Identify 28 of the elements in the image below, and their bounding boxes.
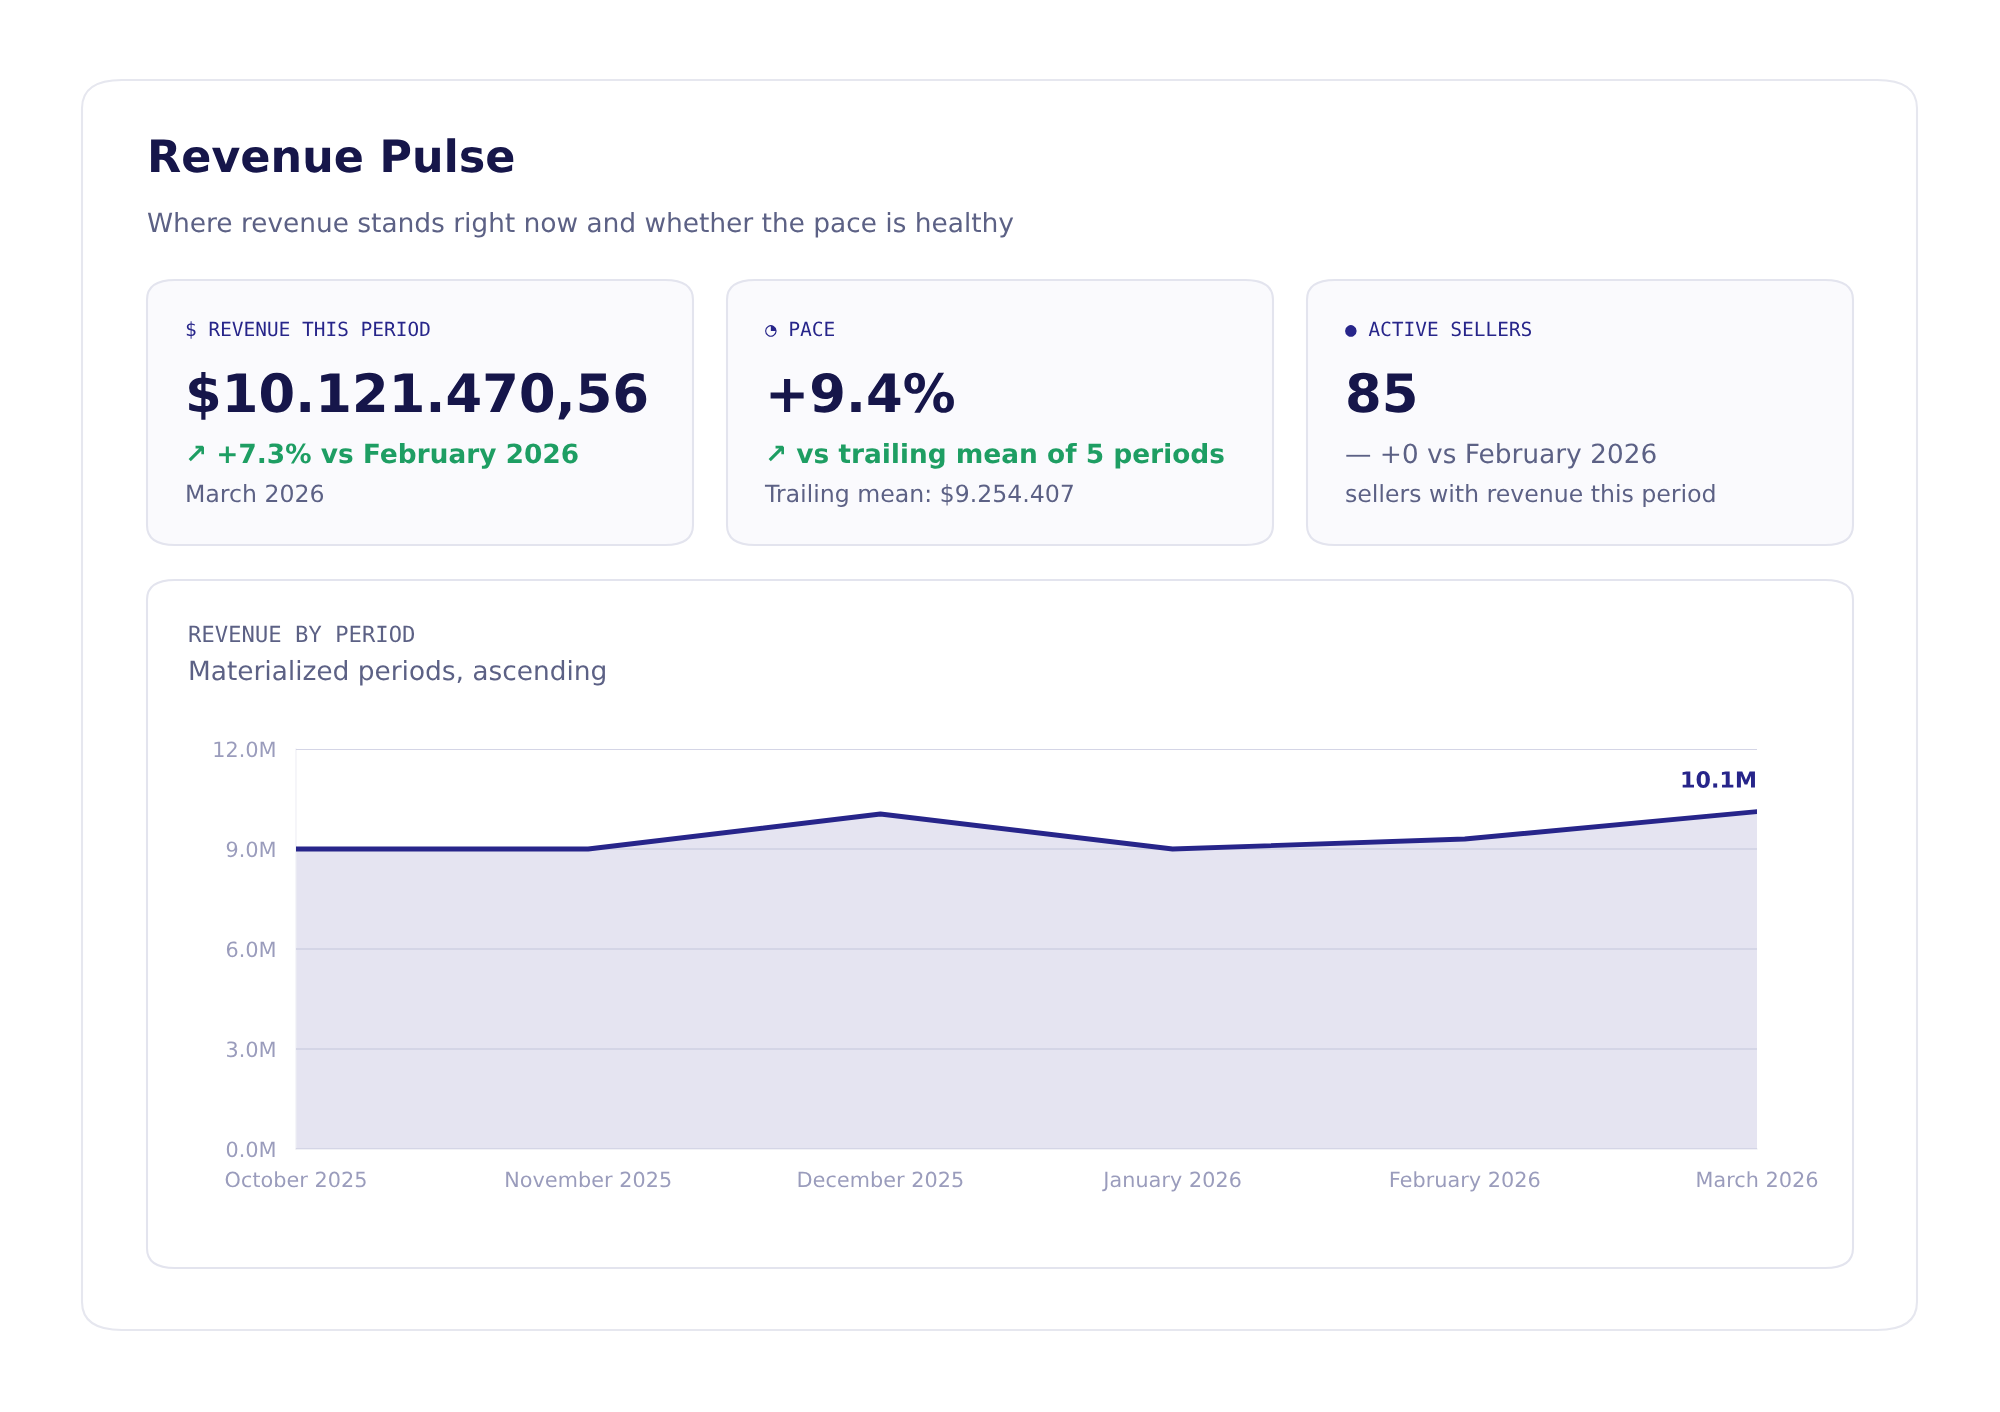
x-tick-label: October 2025 [225, 1171, 366, 1188]
x-tick-label: January 2026 [1102, 1171, 1241, 1192]
x-tick-label: February 2026 [1390, 1171, 1540, 1192]
text: ↗ vs trailing mean of 5 periods [768, 442, 1224, 469]
text: +9.4% [770, 372, 954, 413]
data-label: 10.1M [1682, 771, 1755, 788]
y-tick-label: 12.0M [214, 741, 275, 758]
text: — +0 vs February 2026 [1346, 442, 1656, 469]
text: $10.121.470,56 [189, 371, 647, 420]
text: Trailing mean: $9.254.407 [764, 484, 1073, 507]
chart-title: REVENUE BY PERIOD [189, 625, 415, 643]
text: ◔ PACE [765, 321, 834, 337]
text: ↗ +7.3% vs February 2026 [188, 442, 578, 469]
y-tick-label: 0.0M [226, 1141, 275, 1158]
x-tick-label: December 2025 [798, 1171, 963, 1188]
y-tick-label: 9.0M [226, 841, 275, 858]
text: Revenue Pulse [151, 138, 514, 173]
x-tick-label: March 2026 [1697, 1171, 1818, 1188]
text: 85 [1348, 372, 1415, 413]
y-tick-label: 3.0M [227, 1041, 275, 1058]
text: sellers with revenue this period [1346, 484, 1715, 507]
text: $ REVENUE THIS PERIOD [186, 321, 430, 339]
text: ● ACTIVE SELLERS [1345, 321, 1532, 337]
y-tick-label: 6.0M [226, 941, 275, 958]
chart-subtitle: Materialized periods, ascending [190, 659, 605, 686]
text: March 2026 [187, 484, 324, 503]
x-tick-label: November 2025 [506, 1171, 671, 1188]
text: Where revenue stands right now and whether the pace is healthy [147, 211, 1014, 238]
